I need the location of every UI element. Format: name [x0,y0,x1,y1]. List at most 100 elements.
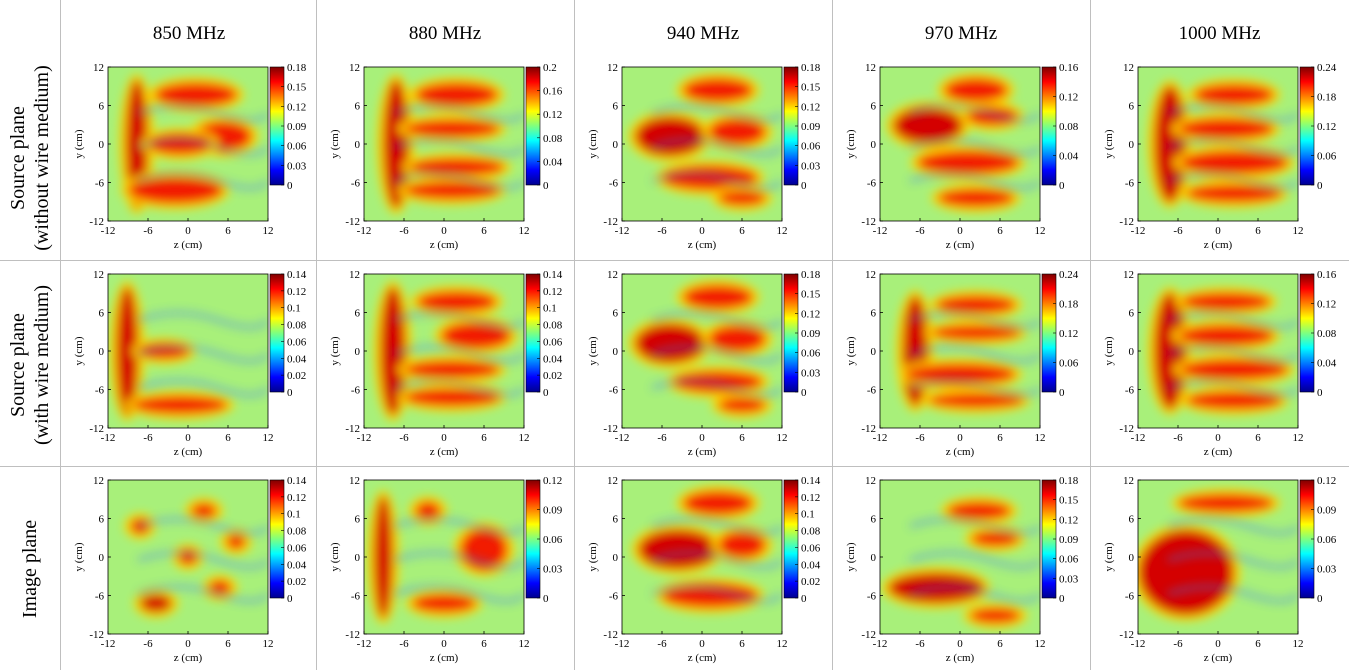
x-tick-label: 0 [1215,432,1221,444]
field-blob [116,286,139,416]
y-tick-label: -12 [603,216,618,228]
colorbar-tick-label: 0 [801,387,807,399]
y-tick-label: 6 [613,308,619,320]
x-tick-label: 12 [1293,225,1304,237]
field-null-streak [1167,551,1298,569]
field-blob [127,176,224,205]
x-tick-label: 6 [1255,225,1261,237]
field-blob [662,583,758,608]
x-tick-label: 6 [997,432,1003,444]
colorbar-tick-label: 0.06 [801,141,821,153]
y-tick-label: -12 [89,629,104,641]
grid-divider [0,260,1349,261]
colorbar-tick-label: 0.16 [1059,62,1079,74]
colorbar-tick-label: 0.12 [543,475,562,487]
y-tick-label: -12 [603,423,618,435]
x-axis-label: z (cm) [174,652,203,664]
colorbar-tick-label: 0.12 [1317,121,1336,133]
heatmap-panel: -12 -6 0 6 12 -12 -6 0 6 12 z (cm) y (cm) 0 0.03 0.06 0… [587,269,821,458]
field-null-streak [909,311,1040,329]
y-tick-label: 6 [99,101,105,113]
field-blob [947,501,1012,521]
x-tick-label: 0 [699,225,705,237]
row-label-image: Image plane [0,467,60,670]
colorbar-tick-label: 0.08 [1059,121,1079,133]
colorbar-tick-label: 0.24 [1059,269,1079,281]
y-tick-label: -12 [861,216,876,228]
y-tick-label: 12 [1123,62,1134,74]
field-blob [718,397,766,413]
y-axis-label: y (cm) [1103,336,1115,365]
colorbar-tick-label: 0.03 [1317,564,1337,576]
colorbar-tick-label: 0.14 [287,475,307,487]
y-axis-label: y (cm) [329,129,341,158]
x-tick-label: 12 [263,638,274,650]
colorbar-tick-label: 0.08 [287,320,307,332]
x-tick-label: -12 [101,638,116,650]
y-tick-label: 0 [355,552,361,564]
colorbar-tick-label: 0.06 [801,542,821,554]
colorbar-tick-label: 0.06 [1059,358,1079,370]
field-blob [1186,184,1282,203]
field-blob [682,284,754,310]
y-tick-label: 12 [349,269,360,281]
field-blob [1154,85,1186,203]
y-tick-label: -12 [1119,423,1134,435]
colorbar-tick-label: 0.09 [1059,534,1079,546]
colorbar-tick-label: 0.04 [1317,358,1337,370]
y-tick-label: 0 [1129,346,1135,358]
x-tick-label: -6 [143,432,153,444]
x-tick-label: 0 [699,432,705,444]
y-tick-label: 0 [871,139,877,151]
colorbar-tick-label: 0.18 [1317,92,1337,104]
colorbar-tick-label: 0.12 [1317,299,1336,311]
field-blob [638,529,718,570]
y-tick-label: 12 [607,62,618,74]
x-axis-label: z (cm) [430,239,459,251]
x-axis-label: z (cm) [946,239,975,251]
y-tick-label: -6 [609,385,619,397]
field-null-streak [137,517,268,535]
y-tick-label: 0 [99,552,105,564]
field-blob [936,295,1016,315]
y-tick-label: 12 [865,269,876,281]
colorbar-tick-label: 0.12 [287,286,306,298]
colorbar-tick-label: 0.06 [287,542,307,554]
x-tick-label: 0 [185,638,191,650]
colorbar-tick-label: 0 [543,387,549,399]
colorbar-tick-label: 0 [287,180,293,192]
x-tick-label: 6 [739,432,745,444]
colorbar-tick-label: 0.12 [1059,514,1078,526]
colorbar-tick-label: 0.06 [1317,534,1337,546]
colorbar-tick-label: 0 [801,180,807,192]
field-null-streak [909,172,1040,190]
x-tick-label: -12 [873,225,888,237]
x-tick-label: 12 [263,225,274,237]
x-tick-label: 0 [441,432,447,444]
y-tick-label: 6 [1129,514,1135,526]
x-tick-label: -12 [873,432,888,444]
colorbar-tick-label: 0.06 [287,336,307,348]
field-null-streak [393,138,524,156]
x-tick-label: -12 [357,432,372,444]
y-tick-label: 12 [1123,475,1134,487]
colorbar-tick-label: 0 [1059,180,1065,192]
colorbar-tick-label: 0 [1317,387,1323,399]
field-blob [1181,292,1271,311]
colorbar-tick-label: 0.02 [801,576,820,588]
colorbar-tick-label: 0.15 [287,82,307,94]
field-null-streak [651,585,782,603]
y-tick-label: 0 [871,552,877,564]
colorbar-tick-label: 0.15 [801,289,821,301]
column-header-880: 880 MHz [408,23,482,44]
x-tick-label: 0 [1215,638,1221,650]
y-tick-label: -6 [867,178,877,190]
colorbar-tick-label: 0.15 [801,82,821,94]
y-tick-label: 12 [349,62,360,74]
colorbar-tick-label: 0 [801,593,807,605]
colorbar-tick-label: 0 [1317,180,1323,192]
field-blob [904,363,1016,385]
colorbar-tick-label: 0.18 [287,62,307,74]
x-axis-label: z (cm) [1204,652,1233,664]
x-tick-label: -6 [399,225,409,237]
